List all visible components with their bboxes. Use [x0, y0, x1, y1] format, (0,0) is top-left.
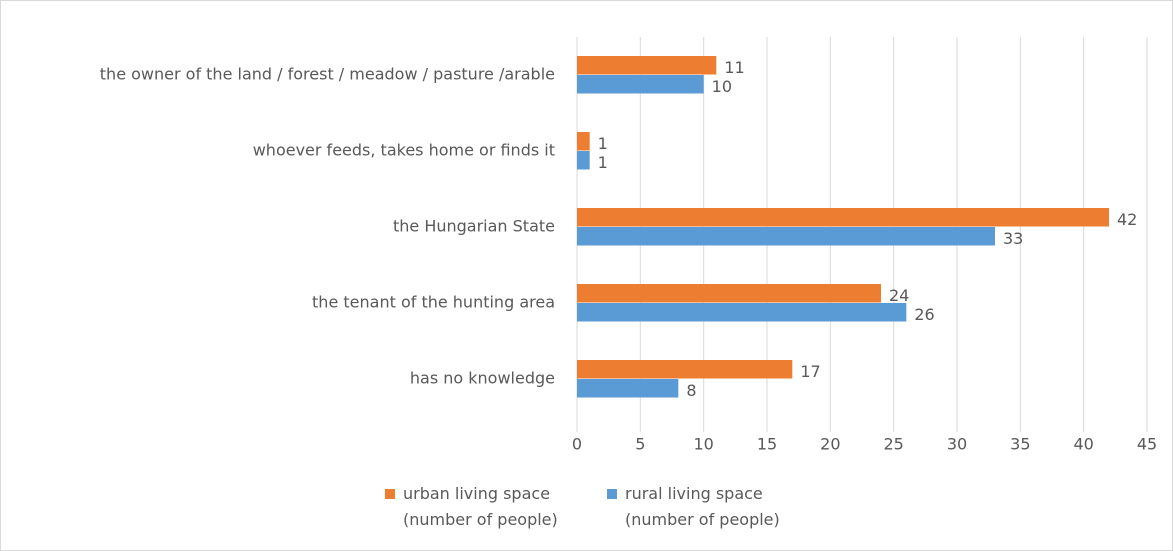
bar	[577, 227, 995, 246]
bar	[577, 303, 907, 322]
y-tick-label: the tenant of the hunting area	[312, 293, 555, 312]
value-label: 11	[724, 58, 744, 77]
bar	[577, 75, 704, 94]
bar	[577, 208, 1109, 227]
value-label: 33	[1003, 229, 1023, 248]
x-tick-label: 20	[820, 435, 840, 454]
bar	[577, 379, 679, 398]
value-label: 17	[800, 362, 820, 381]
y-tick-label: whoever feeds, takes home or finds it	[253, 141, 555, 160]
legend-swatch	[385, 489, 395, 499]
value-label: 26	[914, 305, 934, 324]
bar	[577, 151, 590, 170]
legend-label: rural living space (number of people)	[625, 484, 780, 529]
x-tick-label: 10	[693, 435, 713, 454]
bar	[577, 284, 881, 303]
value-label: 42	[1117, 210, 1137, 229]
x-tick-label: 30	[947, 435, 967, 454]
x-tick-label: 0	[572, 435, 582, 454]
x-tick-label: 25	[883, 435, 903, 454]
x-tick-label: 45	[1137, 435, 1157, 454]
y-tick-label: the owner of the land / forest / meadow …	[100, 65, 555, 84]
bar	[577, 56, 717, 75]
legend-item: rural living space (number of people)	[607, 481, 805, 533]
x-tick-label: 15	[757, 435, 777, 454]
bar	[577, 132, 590, 151]
value-label: 8	[686, 381, 696, 400]
value-label: 10	[712, 77, 732, 96]
bar	[577, 360, 793, 379]
legend-item: urban living space (number of people)	[385, 481, 583, 533]
legend-label: urban living space (number of people)	[403, 484, 558, 529]
y-tick-label: the Hungarian State	[393, 217, 555, 236]
value-label: 24	[889, 286, 909, 305]
y-tick-label: has no knowledge	[410, 369, 555, 388]
x-tick-label: 5	[635, 435, 645, 454]
legend-swatch	[607, 489, 617, 499]
value-label: 1	[598, 134, 608, 153]
x-tick-label: 40	[1073, 435, 1093, 454]
x-tick-label: 35	[1010, 435, 1030, 454]
value-label: 1	[598, 153, 608, 172]
